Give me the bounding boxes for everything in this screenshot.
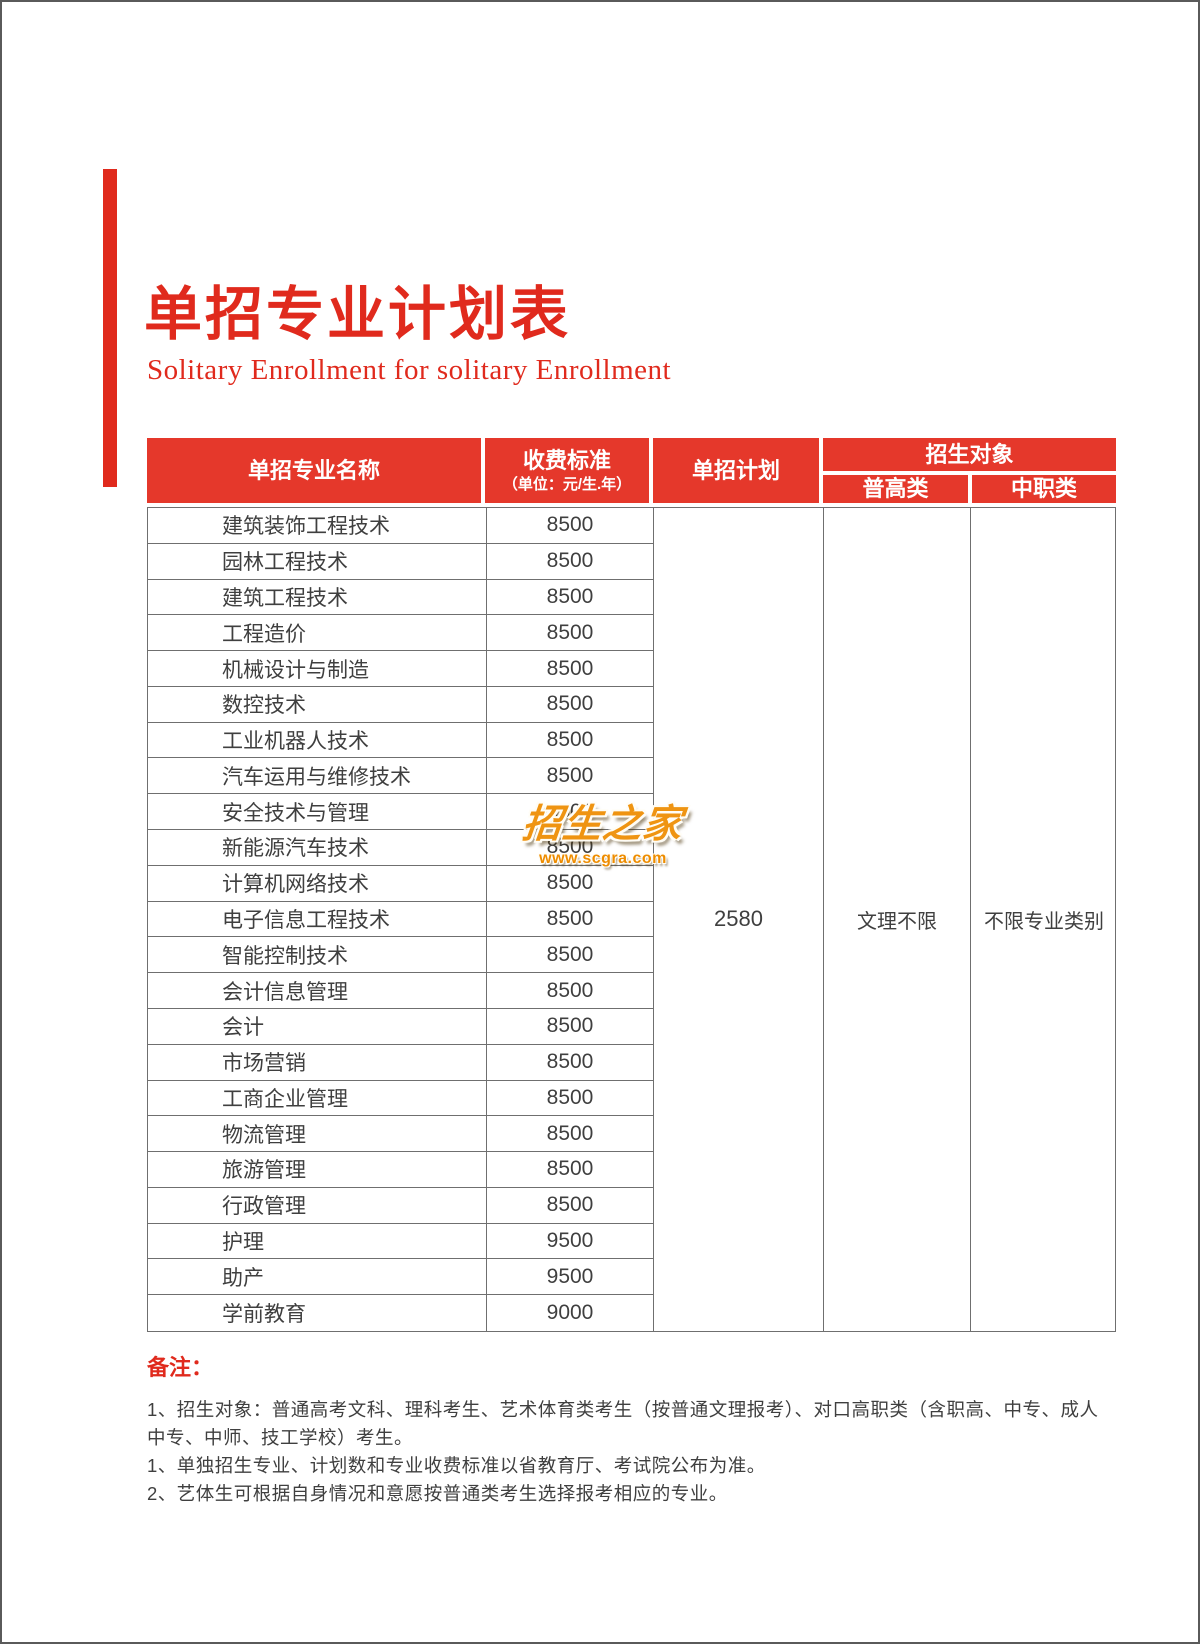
major-cell: 智能控制技术 xyxy=(148,937,486,974)
major-cell: 学前教育 xyxy=(222,1303,306,1327)
fee-cell: 8500 xyxy=(486,579,654,616)
major-cell: 市场营销 xyxy=(148,1045,486,1081)
major-cell: 会计信息管理 xyxy=(148,973,486,1009)
major-cell: 工业机器人技术 xyxy=(148,723,486,759)
major-cell: 电子信息工程技术 xyxy=(148,902,486,938)
header-target-vocational: 中职类 xyxy=(972,475,1116,503)
page-title: 单招专业计划表 xyxy=(144,282,572,347)
fee-cell: 8500 xyxy=(486,686,654,723)
header-fee-title: 收费标准 xyxy=(522,448,611,474)
header-target-general: 普高类 xyxy=(823,475,968,503)
fee-cell: 8500 xyxy=(486,865,654,902)
plan-total-cell: 2580 xyxy=(654,508,824,1331)
fee-cell: 8500 xyxy=(486,937,654,974)
major-cell: 护理 xyxy=(148,1224,486,1260)
fee-cell: 8500 xyxy=(486,1008,654,1045)
fee-cell: 8500 xyxy=(486,1044,654,1081)
header-target-group: 招生对象 xyxy=(823,438,1116,471)
fee-cell: 8500 xyxy=(486,1116,654,1153)
major-cell: 会计 xyxy=(148,1009,486,1045)
fee-cell: 8500 xyxy=(486,1152,654,1188)
header-plan: 单招计划 xyxy=(653,438,819,503)
fee-cell: 9500 xyxy=(486,1223,654,1260)
target-vocational-cell: 不限专业类别 xyxy=(984,910,1104,933)
note-item: 1、招生对象：普通高考文科、理科考生、艺术体育类考生（按普通文理报考）、对口高职… xyxy=(147,1399,1099,1448)
fee-cell: 9000 xyxy=(486,1295,654,1331)
major-cell: 汽车运用与维修技术 xyxy=(148,758,486,795)
fee-cell: 8500 xyxy=(486,651,654,687)
fee-cell: 8500 xyxy=(486,615,654,652)
major-cell: 建筑工程技术 xyxy=(148,580,486,616)
title-accent-bar xyxy=(103,169,117,487)
major-cell: 行政管理 xyxy=(148,1188,486,1224)
fee-cell: 8500 xyxy=(486,901,654,938)
major-cell: 工商企业管理 xyxy=(148,1081,486,1117)
table-header: 单招专业名称 收费标准 （单位：元/生.年） 单招计划 招生对象 普高类 中职类 xyxy=(147,438,1116,507)
fee-cell: 8500 xyxy=(486,1080,654,1117)
major-cell: 安全技术与管理 xyxy=(148,794,486,831)
major-cell: 机械设计与制造 xyxy=(148,651,486,687)
notes-list: 1、招生对象：普通高考文科、理科考生、艺术体育类考生（按普通文理报考）、对口高职… xyxy=(147,1396,1112,1508)
major-cell: 计算机网络技术 xyxy=(148,866,486,902)
fee-cell: 8500 xyxy=(486,758,654,795)
fee-cell: 8500 xyxy=(486,1187,654,1224)
fee-cell: 8500 xyxy=(486,794,654,831)
page-subtitle: Solitary Enrollment for solitary Enrollm… xyxy=(147,354,672,386)
major-cell: 数控技术 xyxy=(148,687,486,723)
major-cell: 旅游管理 xyxy=(148,1152,486,1188)
notes-label: 备注： xyxy=(147,1355,214,1380)
major-cell: 工程造价 xyxy=(148,615,486,652)
major-cell: 园林工程技术 xyxy=(148,544,486,580)
fee-cell: 9500 xyxy=(486,1259,654,1296)
fee-cell: 8500 xyxy=(486,543,654,580)
header-fee: 收费标准 （单位：元/生.年） xyxy=(485,438,649,503)
note-item: 1、单独招生专业、计划数和专业收费标准以省教育厅、考试院公布为准。 xyxy=(147,1455,766,1476)
table-body: 2580 文理不限 不限专业类别 建筑装饰工程技术 8500 园林工程技术 8500 建… xyxy=(147,507,1116,1332)
fee-cell: 8500 xyxy=(486,973,654,1009)
header-fee-unit: （单位：元/生.年） xyxy=(502,475,632,493)
major-cell: 建筑装饰工程技术 xyxy=(148,508,486,544)
target-general-cell: 文理不限 xyxy=(824,508,971,1331)
notes-section: 备注： 1、招生对象：普通高考文科、理科考生、艺术体育类考生（按普通文理报考）、… xyxy=(147,1350,1112,1508)
fee-cell: 8500 xyxy=(486,830,654,866)
major-cell: 助产 xyxy=(148,1259,486,1296)
major-cell: 物流管理 xyxy=(148,1116,486,1153)
enrollment-plan-table: 单招专业名称 收费标准 （单位：元/生.年） 单招计划 招生对象 普高类 中职类… xyxy=(147,438,1116,1332)
header-major: 单招专业名称 xyxy=(147,438,481,503)
note-item: 2、艺体生可根据自身情况和意愿按普通类考生选择报考相应的专业。 xyxy=(147,1483,728,1504)
major-cell: 新能源汽车技术 xyxy=(148,830,486,866)
fee-cell: 8500 xyxy=(486,722,654,759)
fee-cell: 8500 xyxy=(486,508,654,544)
